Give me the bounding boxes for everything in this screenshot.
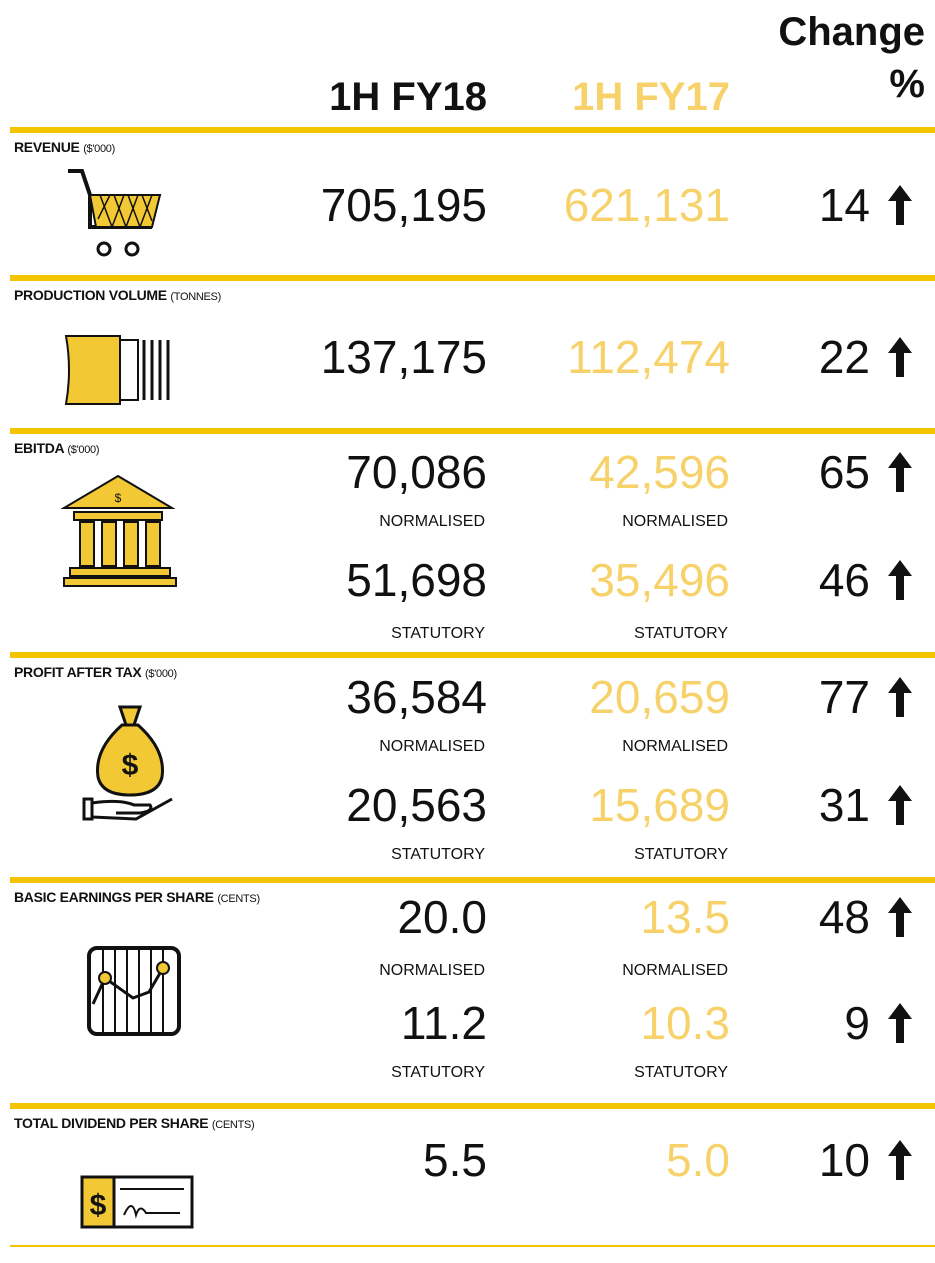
current-value: 20,563 (346, 779, 487, 831)
previous-value: 35,496 (589, 554, 730, 606)
change-value: 31 (818, 779, 870, 831)
current-value: 36,584 (346, 671, 487, 723)
up-arrow (888, 560, 912, 600)
up-arrow (888, 1140, 912, 1180)
current-value: 70,086 (346, 446, 487, 498)
previous-value: 621,131 (563, 179, 730, 231)
previous-value: 13.5 (640, 891, 730, 943)
previous-header: 1H FY17 (572, 75, 730, 119)
change-value: 9 (844, 997, 870, 1049)
basis-label: STATUTORY (634, 1064, 728, 1081)
label-unit: (TONNES) (170, 291, 221, 303)
up-arrow (888, 1003, 912, 1043)
current-value: 11.2 (400, 997, 487, 1049)
basis-label: STATUTORY (634, 625, 728, 642)
svg-text:$: $ (115, 491, 122, 505)
row-label: REVENUE ($'000) (14, 137, 274, 159)
row-rule (10, 877, 935, 883)
change-unit-header: % (889, 62, 925, 106)
row-rule (10, 1103, 935, 1109)
row-label: PRODUCTION VOLUME (TONNES) (14, 285, 274, 307)
label-text: TOTAL DIVIDEND PER SHARE (14, 1115, 209, 1131)
basis-label: NORMALISED (622, 962, 728, 979)
previous-value: 20,659 (589, 671, 730, 723)
row-label: EBITDA ($'000) (14, 438, 274, 460)
row-label: BASIC EARNINGS PER SHARE (CENTS) (14, 887, 274, 909)
up-arrow (888, 185, 912, 225)
basis-label: NORMALISED (622, 738, 728, 755)
previous-value: 42,596 (589, 446, 730, 498)
current-header: 1H FY18 (329, 75, 487, 119)
label-text: REVENUE (14, 139, 80, 155)
change-value: 65 (818, 446, 870, 498)
label-unit: (CENTS) (217, 893, 260, 905)
up-arrow (888, 337, 912, 377)
up-arrow (888, 677, 912, 717)
cart-icon (68, 169, 162, 257)
svg-text:$: $ (90, 1189, 107, 1222)
previous-value: 15,689 (589, 779, 730, 831)
change-value: 77 (818, 671, 870, 723)
change-value: 14 (818, 179, 870, 231)
basis-label: STATUTORY (634, 846, 728, 863)
change-value: 22 (818, 331, 870, 383)
previous-value: 10.3 (640, 997, 730, 1049)
up-arrow (888, 897, 912, 937)
up-arrow (888, 452, 912, 492)
basis-label: NORMALISED (379, 513, 485, 530)
current-value: 20.0 (397, 891, 487, 943)
previous-value: 5.0 (666, 1134, 730, 1186)
paper-roll-icon (64, 335, 170, 405)
basis-label: NORMALISED (622, 513, 728, 530)
change-value: 46 (818, 554, 870, 606)
current-value: 137,175 (320, 331, 487, 383)
bank-icon: $ (60, 474, 177, 587)
cheque-icon: $ (80, 1175, 194, 1229)
basis-label: NORMALISED (379, 962, 485, 979)
current-value: 51,698 (346, 554, 487, 606)
basis-label: NORMALISED (379, 738, 485, 755)
money-bag-icon: $ (82, 705, 173, 821)
row-rule (10, 127, 935, 133)
change-value: 48 (818, 891, 870, 943)
row-rule (10, 428, 935, 434)
basis-label: STATUTORY (391, 625, 485, 642)
change-header: Change (778, 10, 925, 54)
label-unit: ($'000) (145, 668, 177, 680)
bottom-rule (10, 1245, 935, 1247)
label-unit: ($'000) (67, 444, 100, 456)
previous-value: 112,474 (567, 331, 730, 383)
label-unit: ($'000) (83, 143, 115, 155)
stock-chart-icon (87, 946, 181, 1036)
svg-text:$: $ (122, 749, 139, 782)
row-rule (10, 652, 935, 658)
basis-label: STATUTORY (391, 846, 485, 863)
basis-label: STATUTORY (391, 1064, 485, 1081)
current-value: 5.5 (423, 1134, 487, 1186)
label-text: BASIC EARNINGS PER SHARE (14, 889, 214, 905)
label-text: PRODUCTION VOLUME (14, 287, 167, 303)
row-label: TOTAL DIVIDEND PER SHARE (CENTS) (14, 1113, 274, 1135)
label-text: PROFIT AFTER TAX (14, 664, 142, 680)
label-text: EBITDA (14, 440, 64, 456)
label-unit: (CENTS) (211, 1119, 255, 1131)
row-label: PROFIT AFTER TAX ($'000) (14, 662, 274, 684)
up-arrow (888, 785, 912, 825)
row-rule (10, 275, 935, 281)
change-value: 10 (818, 1134, 870, 1186)
current-value: 705,195 (320, 179, 487, 231)
